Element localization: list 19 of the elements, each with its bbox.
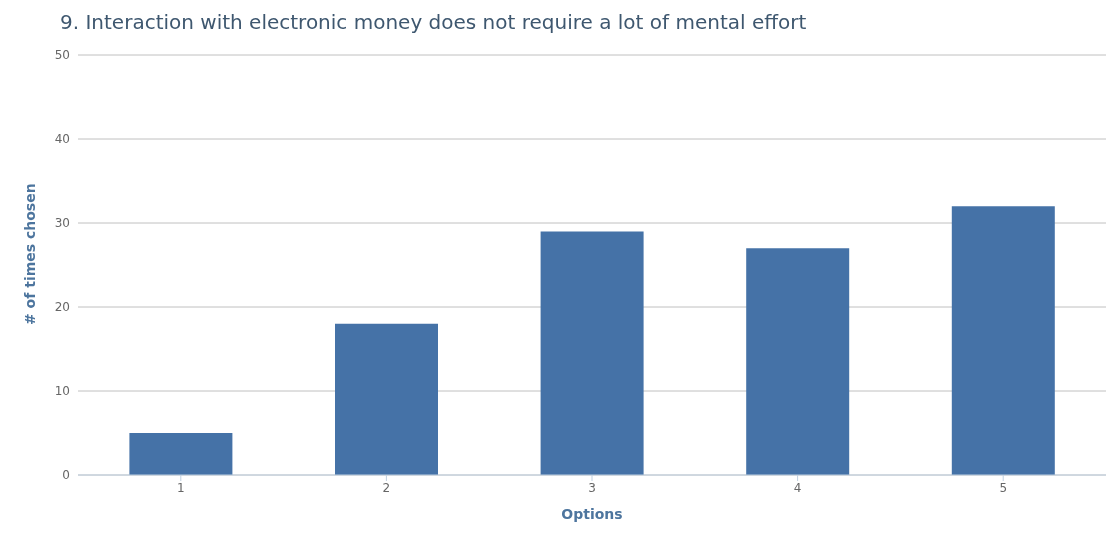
chart-title: 9. Interaction with electronic money does not require a lot of mental effort — [60, 10, 807, 34]
y-tick-label: 10 — [54, 384, 70, 399]
y-tick-label: 20 — [54, 300, 70, 315]
y-tick-label: 50 — [54, 48, 70, 63]
x-tick-label: 1 — [176, 480, 185, 495]
y-tick-label: 0 — [62, 468, 70, 483]
x-tick-label: 5 — [999, 480, 1008, 495]
x-axis-title: Options — [561, 506, 623, 522]
bar — [129, 433, 233, 475]
y-axis-title: # of times chosen — [21, 183, 38, 325]
bar — [335, 323, 438, 475]
x-tick-label: 4 — [793, 480, 802, 495]
x-tick-label: 3 — [588, 480, 596, 495]
y-tick-label: 40 — [54, 132, 70, 147]
bar — [951, 206, 1055, 475]
bar — [746, 248, 850, 475]
y-tick-label: 30 — [54, 216, 70, 231]
bar — [540, 231, 644, 475]
x-tick-label: 2 — [382, 480, 391, 495]
